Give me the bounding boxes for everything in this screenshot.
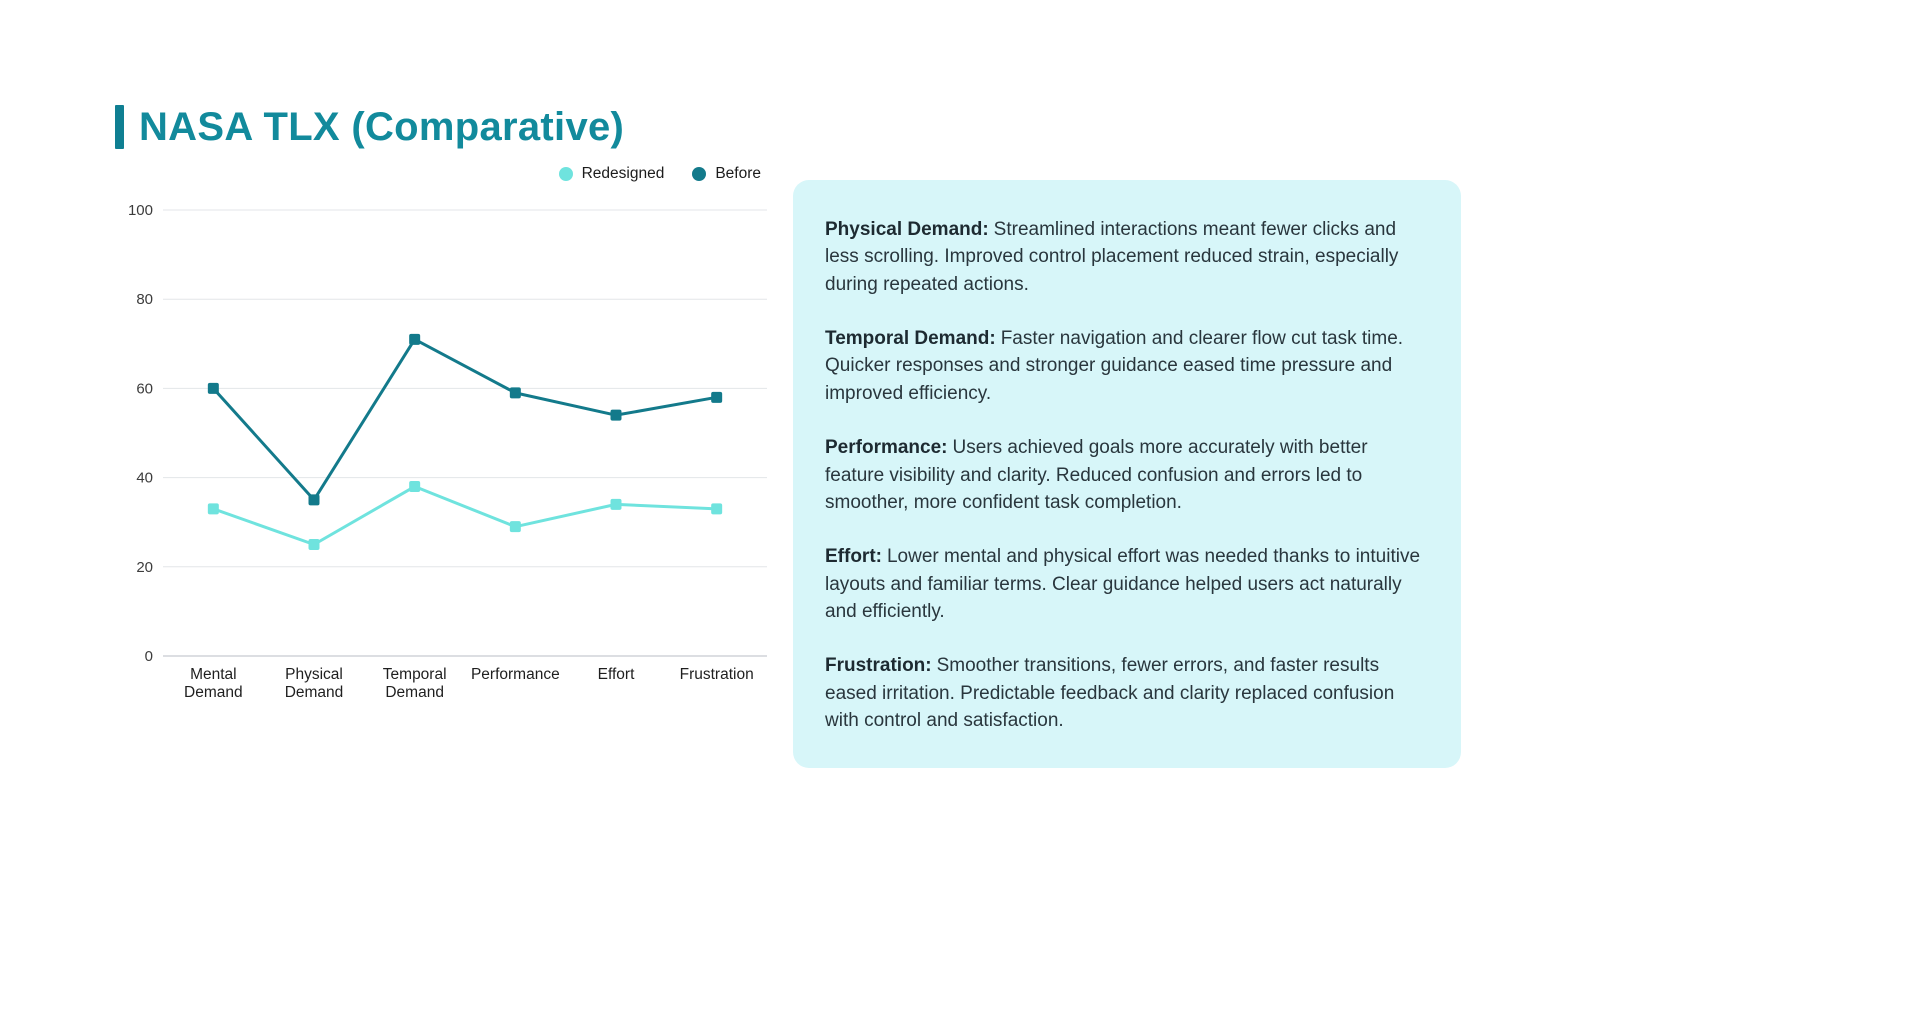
annotation-label: Effort: xyxy=(825,546,882,568)
annotation-temporal-demand: Temporal Demand: Faster navigation and cl… xyxy=(825,325,1425,407)
legend-label-before: Before xyxy=(715,165,761,182)
svg-text:0: 0 xyxy=(145,648,153,665)
annotation-text: Lower mental and physical effort was nee… xyxy=(825,546,1421,622)
annotation-label: Performance: xyxy=(825,437,948,459)
title-accent-bar xyxy=(115,105,124,149)
annotation-label: Temporal Demand: xyxy=(825,328,996,350)
chart-area: 0 20 40 60 80 100 Mental Demand Physical Demand Te… xyxy=(115,188,775,723)
annotation-label: Frustration: xyxy=(825,655,932,677)
redesigned-series-dot-icon xyxy=(558,167,573,181)
annotation-effort: Effort: Lower mental and physical effort … xyxy=(825,543,1425,625)
svg-text:80: 80 xyxy=(136,291,153,308)
page-title: NASA TLX (Comparative) xyxy=(139,104,625,149)
annotation-label: Physical Demand: xyxy=(825,219,989,240)
annotation-text: Smoother transitions, fewer errors, and … xyxy=(825,655,1395,732)
nasa-tlx-line-chart: 0 20 40 60 80 100 Mental Demand Physical Demand Te… xyxy=(128,202,767,701)
chart-legend: Redesigned Before xyxy=(115,162,767,186)
before-series-dot-icon xyxy=(692,167,707,181)
legend-label-redesigned: Redesigned xyxy=(581,165,665,182)
annotation-text: Faster navigation and clearer flow cut t… xyxy=(825,328,1404,404)
annotation-text: Users achieved goals more accurately wit… xyxy=(825,437,1368,513)
svg-text:Performance: Performance xyxy=(471,666,560,683)
svg-text:20: 20 xyxy=(136,559,153,576)
page: NASA TLX (Comparative) Redesigned Before… xyxy=(115,100,1461,769)
svg-text:Effort: Effort xyxy=(598,666,635,683)
svg-text:40: 40 xyxy=(136,470,153,487)
annotation-performance: Performance: Users achieved goals more ac… xyxy=(825,434,1425,516)
page-title-row: NASA TLX (Comparative) xyxy=(115,100,767,154)
svg-text:100: 100 xyxy=(128,202,153,219)
chart-section: NASA TLX (Comparative) Redesigned Before… xyxy=(115,100,767,723)
annotation-physical-demand: Physical Demand: Streamlined interactions… xyxy=(825,216,1425,298)
legend-item-redesigned[interactable]: Redesigned xyxy=(558,165,665,183)
svg-text:60: 60 xyxy=(136,380,153,397)
svg-text:Frustration: Frustration xyxy=(680,666,754,683)
annotations-panel: Physical Demand: Streamlined interactions… xyxy=(793,180,1461,769)
annotation-text: Streamlined interactions meant fewer cli… xyxy=(825,219,1399,295)
legend-item-before[interactable]: Before xyxy=(692,165,761,183)
annotation-frustration: Frustration: Smoother transitions, fewer … xyxy=(825,652,1425,734)
